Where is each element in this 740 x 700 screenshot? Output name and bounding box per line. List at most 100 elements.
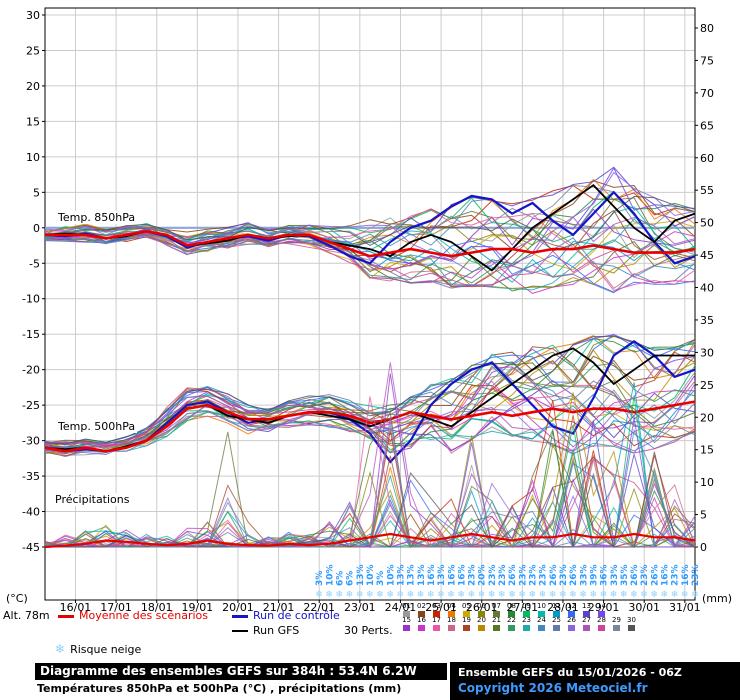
snow-percent-label: 16%	[447, 564, 457, 586]
snow-percent-label: 16%	[661, 564, 671, 586]
snowflake-icon: ❄	[539, 590, 547, 600]
ensemble-member-line	[44, 335, 696, 453]
mean-line-sample	[58, 614, 74, 618]
snow-risk-label: Risque neige	[70, 643, 142, 656]
snow-percent-label: 3%	[315, 571, 325, 586]
ensemble-member-line	[44, 349, 696, 454]
member-swatch	[568, 625, 575, 631]
snow-percent-label: 33%	[610, 564, 620, 586]
snowflake-icon: ❄	[386, 590, 394, 600]
snowflake-icon: ❄	[600, 590, 608, 600]
ensemble-member-line	[44, 233, 696, 294]
left-axis-tick-label: 0	[33, 222, 40, 235]
snow-percent-label: 23%	[640, 564, 650, 586]
member-number: 21	[492, 616, 501, 624]
ensemble-member-line	[44, 360, 696, 455]
copyright-link[interactable]: Copyright 2026 Meteociel.fr	[458, 681, 648, 695]
precip-mean-line	[44, 532, 696, 549]
member-legend-grid: 01 02 03 04 05 06 07 08 09 10 11 12 13 14 15 16 17 18 19 20…	[399, 603, 639, 631]
snowflake-icon: ❄	[457, 590, 465, 600]
snow-percent-label: 13%	[417, 564, 427, 586]
member-swatch	[493, 625, 500, 631]
snowflake-icon: ❄	[315, 590, 323, 600]
member-legend-cell: 30	[624, 617, 639, 631]
snowflake-icon: ❄	[468, 590, 476, 600]
snowflake-icon: ❄	[620, 590, 628, 600]
member-legend-cell: 04	[444, 603, 459, 617]
snowflake-icon: ❄	[478, 590, 486, 600]
left-axis-tick-label: -40	[22, 506, 40, 519]
member-legend-cell: 16	[414, 617, 429, 631]
member-legend-cell: 01	[399, 603, 414, 617]
member-number: 23	[522, 616, 531, 624]
snowflake-icon: ❄	[650, 590, 658, 600]
member-number: 14	[597, 602, 606, 610]
precip-member-line	[44, 382, 696, 548]
right-axis-tick-label: 50	[700, 217, 714, 230]
snow-percent-label: 10%	[325, 564, 335, 586]
snow-percent-label: 23%	[671, 564, 681, 586]
left-axis-unit: (°C)	[6, 592, 28, 605]
member-legend-cell: 19	[459, 617, 474, 631]
member-swatch	[508, 625, 515, 631]
member-number: 19	[462, 616, 471, 624]
snow-percent-label: 6%	[346, 571, 356, 586]
snow-percent-label: 26%	[549, 564, 559, 586]
member-legend-cell: 13	[579, 603, 594, 617]
member-legend-cell: 21	[489, 617, 504, 631]
right-axis-tick-label: 30	[700, 346, 714, 359]
member-legend-cell: 20	[474, 617, 489, 631]
legend-gfs: Run GFS	[232, 624, 299, 637]
date-label: 20/01	[222, 601, 254, 614]
right-axis-tick-label: 55	[700, 184, 714, 197]
date-label: 31/01	[669, 601, 701, 614]
date-label: 30/01	[628, 601, 660, 614]
member-legend-cell: 12	[564, 603, 579, 617]
right-axis-tick-label: 15	[700, 444, 714, 457]
member-legend-cell: 23	[519, 617, 534, 631]
member-legend-cell: 22	[504, 617, 519, 631]
snow-percent-label: 23%	[518, 564, 528, 586]
snow-percent-label: 23%	[488, 564, 498, 586]
snowflake-icon: ❄	[55, 642, 66, 656]
legend-mean-label: Moyenne des scénarios	[79, 609, 208, 622]
snow-percent-label: 13%	[407, 564, 417, 586]
ensemble-member-line	[44, 400, 696, 455]
member-swatch	[478, 611, 485, 617]
ensemble-member-line	[44, 366, 696, 454]
snowflake-icon: ❄	[427, 590, 435, 600]
member-swatch	[508, 611, 515, 617]
snowflake-icon: ❄	[407, 590, 415, 600]
snow-percent-label: 20%	[478, 564, 488, 586]
member-swatch	[598, 611, 605, 617]
member-number: 05	[462, 602, 471, 610]
left-axis-tick-label: 25	[26, 44, 40, 57]
snow-percent-label: 35%	[620, 564, 630, 586]
left-axis-tick-label: -35	[22, 470, 40, 483]
date-label: 26/01	[466, 601, 498, 614]
snowflake-icon: ❄	[671, 590, 679, 600]
member-number: 16	[417, 616, 426, 624]
snowflake-icon: ❄	[376, 590, 384, 600]
label-precipitations: Précipitations	[53, 493, 132, 506]
snow-percent-label: 36%	[600, 564, 610, 586]
date-label: 29/01	[588, 601, 620, 614]
left-axis-tick-label: -5	[29, 257, 40, 270]
member-swatch	[538, 611, 545, 617]
ensemble-member-line	[44, 232, 696, 288]
snowflake-icon: ❄	[549, 590, 557, 600]
member-legend-cell: 05	[459, 603, 474, 617]
member-legend-cell: 28	[594, 617, 609, 631]
left-axis-tick-label: 5	[33, 186, 40, 199]
date-label: 21/01	[263, 601, 295, 614]
member-swatch	[583, 625, 590, 631]
date-label: 27/01	[506, 601, 538, 614]
snowflake-icon: ❄	[498, 590, 506, 600]
member-swatch	[418, 625, 425, 631]
right-axis-tick-label: 70	[700, 87, 714, 100]
snowflake-icon: ❄	[559, 590, 567, 600]
right-axis-tick-label: 45	[700, 249, 714, 262]
member-swatch	[463, 625, 470, 631]
